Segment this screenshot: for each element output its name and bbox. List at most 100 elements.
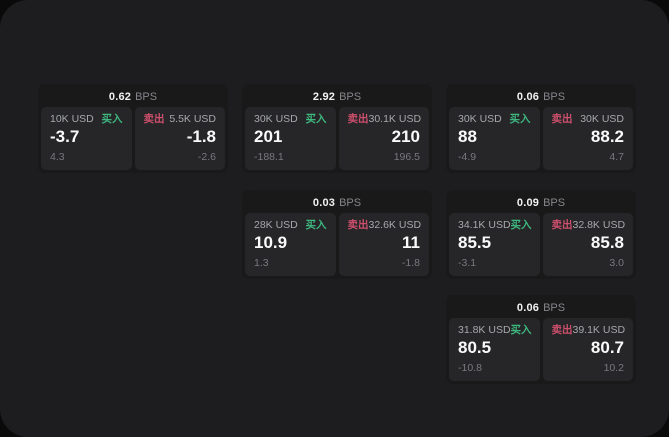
buy-meta-row: 28K USD 买入 — [254, 219, 327, 232]
sell-panel[interactable]: 卖出 5.5K USD -1.8 -2.6 — [134, 107, 225, 170]
quote-card-body: 34.1K USD 买入 85.5 -3.1 卖出 32.8K USD 85.8… — [449, 213, 633, 276]
buy-meta-row: 31.8K USD 买入 — [458, 324, 532, 337]
sell-size-label: 32.6K USD — [368, 219, 422, 231]
sell-size-label: 5.5K USD — [169, 113, 216, 125]
buy-panel[interactable]: 34.1K USD 买入 85.5 -3.1 — [449, 213, 540, 276]
bps-header: 0.06 BPS — [449, 298, 633, 318]
bps-header: 2.92 BPS — [245, 87, 429, 107]
sell-side-label: 卖出 — [551, 324, 573, 336]
sell-sub-value: 10.2 — [603, 362, 624, 375]
buy-meta-row: 30K USD 买入 — [458, 113, 531, 126]
bps-value: 0.06 — [516, 302, 540, 314]
buy-side-label: 买入 — [510, 219, 532, 231]
buy-sub-value: 1.3 — [254, 257, 269, 270]
buy-panel[interactable]: 10K USD 买入 -3.7 4.3 — [41, 107, 132, 170]
bps-unit-label: BPS — [543, 91, 566, 103]
bps-unit-label: BPS — [135, 91, 158, 103]
buy-panel[interactable]: 28K USD 买入 10.9 1.3 — [245, 213, 336, 276]
bps-unit-label: BPS — [339, 91, 362, 103]
buy-side-label: 买入 — [305, 113, 327, 125]
buy-size-label: 30K USD — [458, 113, 502, 125]
buy-side-label: 买入 — [510, 324, 532, 336]
sell-size-label: 39.1K USD — [572, 324, 626, 336]
sell-side-label: 卖出 — [347, 113, 369, 125]
sell-panel[interactable]: 卖出 39.1K USD 80.7 10.2 — [542, 318, 633, 381]
buy-side-label: 买入 — [101, 113, 123, 125]
quote-card-body: 31.8K USD 买入 80.5 -10.8 卖出 39.1K USD 80.… — [449, 318, 633, 381]
buy-panel[interactable]: 30K USD 买入 88 -4.9 — [449, 107, 540, 170]
buy-meta-row: 30K USD 买入 — [254, 113, 327, 126]
bps-header: 0.03 BPS — [245, 193, 429, 213]
sell-price-value: 88.2 — [590, 126, 624, 146]
sell-side-label: 卖出 — [551, 219, 573, 231]
buy-panel[interactable]: 31.8K USD 买入 80.5 -10.8 — [449, 318, 540, 381]
bps-header: 0.06 BPS — [449, 87, 633, 107]
buy-price-value: -3.7 — [50, 126, 80, 146]
sell-panel[interactable]: 卖出 30K USD 88.2 4.7 — [542, 107, 633, 170]
sell-side-label: 卖出 — [551, 113, 573, 125]
buy-panel[interactable]: 30K USD 买入 201 -188.1 — [245, 107, 336, 170]
buy-meta-row: 34.1K USD 买入 — [458, 219, 532, 232]
sell-price-value: 85.8 — [590, 232, 624, 252]
sell-size-label: 30K USD — [580, 113, 624, 125]
sell-meta-row: 卖出 32.6K USD — [347, 219, 422, 232]
sell-price-value: 80.7 — [590, 337, 624, 357]
sell-price-value: 210 — [391, 126, 420, 146]
quote-card: 2.92 BPS 30K USD 买入 201 -188.1 卖出 30.1K … — [242, 84, 432, 173]
bps-header: 0.62 BPS — [41, 87, 225, 107]
sell-meta-row: 卖出 30.1K USD — [347, 113, 422, 126]
quote-card-body: 30K USD 买入 88 -4.9 卖出 30K USD 88.2 4.7 — [449, 107, 633, 170]
buy-price-value: 88 — [458, 126, 477, 146]
buy-price-value: 10.9 — [254, 232, 288, 252]
buy-price-value: 80.5 — [458, 337, 492, 357]
sell-size-label: 32.8K USD — [572, 219, 626, 231]
sell-meta-row: 卖出 30K USD — [551, 113, 625, 126]
sell-meta-row: 卖出 5.5K USD — [143, 113, 217, 126]
quote-card: 0.09 BPS 34.1K USD 买入 85.5 -3.1 卖出 32.8K… — [446, 190, 636, 279]
buy-size-label: 31.8K USD — [458, 324, 511, 336]
sell-sub-value: 196.5 — [393, 151, 420, 164]
quote-card-body: 30K USD 买入 201 -188.1 卖出 30.1K USD 210 1… — [245, 107, 429, 170]
bps-value: 0.06 — [516, 91, 540, 103]
bps-header: 0.09 BPS — [449, 193, 633, 213]
buy-sub-value: -3.1 — [458, 257, 477, 270]
sell-price-value: 11 — [402, 232, 420, 252]
bps-value: 0.03 — [312, 197, 336, 209]
buy-sub-value: -4.9 — [458, 151, 477, 164]
bps-value: 0.09 — [516, 197, 540, 209]
sell-panel[interactable]: 卖出 32.6K USD 11 -1.8 — [338, 213, 429, 276]
buy-sub-value: -10.8 — [458, 362, 482, 375]
bps-value: 0.62 — [108, 91, 132, 103]
sell-sub-value: -1.8 — [401, 257, 420, 270]
buy-sub-value: -188.1 — [254, 151, 284, 164]
sell-side-label: 卖出 — [347, 219, 369, 231]
quote-card: 0.06 BPS 30K USD 买入 88 -4.9 卖出 30K USD 8… — [446, 84, 636, 173]
sell-panel[interactable]: 卖出 30.1K USD 210 196.5 — [338, 107, 429, 170]
quote-card: 0.03 BPS 28K USD 买入 10.9 1.3 卖出 32.6K US… — [242, 190, 432, 279]
buy-sub-value: 4.3 — [50, 151, 65, 164]
buy-side-label: 买入 — [305, 219, 327, 231]
quote-card: 0.06 BPS 31.8K USD 买入 80.5 -10.8 卖出 39.1… — [446, 295, 636, 384]
sell-price-value: -1.8 — [186, 126, 216, 146]
quote-card-body: 10K USD 买入 -3.7 4.3 卖出 5.5K USD -1.8 -2.… — [41, 107, 225, 170]
buy-price-value: 201 — [254, 126, 283, 146]
sell-side-label: 卖出 — [143, 113, 165, 125]
buy-size-label: 10K USD — [50, 113, 94, 125]
buy-side-label: 买入 — [509, 113, 531, 125]
sell-panel[interactable]: 卖出 32.8K USD 85.8 3.0 — [542, 213, 633, 276]
buy-size-label: 30K USD — [254, 113, 298, 125]
buy-meta-row: 10K USD 买入 — [50, 113, 123, 126]
bps-unit-label: BPS — [543, 197, 566, 209]
sell-meta-row: 卖出 32.8K USD — [551, 219, 626, 232]
sell-sub-value: 4.7 — [609, 151, 624, 164]
bps-unit-label: BPS — [543, 302, 566, 314]
bps-unit-label: BPS — [339, 197, 362, 209]
sell-meta-row: 卖出 39.1K USD — [551, 324, 626, 337]
quote-card-body: 28K USD 买入 10.9 1.3 卖出 32.6K USD 11 -1.8 — [245, 213, 429, 276]
bps-value: 2.92 — [312, 91, 336, 103]
sell-sub-value: 3.0 — [609, 257, 624, 270]
quote-card: 0.62 BPS 10K USD 买入 -3.7 4.3 卖出 5.5K USD… — [38, 84, 228, 173]
sell-sub-value: -2.6 — [197, 151, 216, 164]
buy-price-value: 85.5 — [458, 232, 492, 252]
